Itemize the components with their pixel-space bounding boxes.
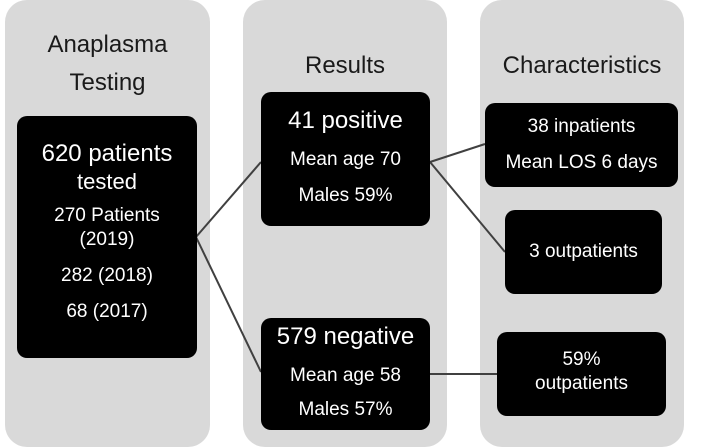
inpatients-count: 38 inpatients <box>527 116 636 137</box>
testing-column-title: Anaplasma Testing <box>5 26 210 102</box>
tested-2018: 282 (2018) <box>61 265 153 286</box>
negative-box: 579 negative Mean age 58 Males 57% <box>261 318 430 430</box>
negative-outpatients-label: outpatients <box>535 373 628 394</box>
inpatients-mean-los: Mean LOS 6 days <box>505 152 658 173</box>
testing-title-line2: Testing <box>69 69 146 96</box>
connector-positive-inpatients <box>429 143 486 163</box>
connector-positive-outpatients <box>429 161 506 253</box>
connector-tested-positive <box>195 161 262 238</box>
tested-label: tested <box>77 169 137 194</box>
connector-tested-negative <box>195 236 262 373</box>
results-column-title: Results <box>304 52 386 79</box>
positive-mean-age: Mean age 70 <box>290 149 401 170</box>
testing-title-line1: Anaplasma <box>47 31 168 58</box>
negative-count: 579 negative <box>276 323 415 350</box>
tested-2019-count: 270 Patients <box>54 205 160 226</box>
positive-outpatients-box: 3 outpatients <box>505 210 662 294</box>
negative-outpatients-box: 59% outpatients <box>497 332 666 416</box>
tested-2019-year: (2019) <box>79 229 135 250</box>
positive-outpatients-count: 3 outpatients <box>529 241 638 262</box>
positive-count: 41 positive <box>288 107 403 134</box>
tested-box: 620 patients tested 270 Patients (2019) … <box>17 116 197 358</box>
inpatients-box: 38 inpatients Mean LOS 6 days <box>485 103 678 187</box>
positive-males: Males 59% <box>298 185 393 206</box>
negative-outpatients-percent: 59% <box>562 349 601 370</box>
tested-count: 620 patients <box>41 140 173 167</box>
tested-2017: 68 (2017) <box>66 301 148 322</box>
characteristics-column-title: Characteristics <box>502 52 662 79</box>
positive-box: 41 positive Mean age 70 Males 59% <box>261 92 430 226</box>
negative-mean-age: Mean age 58 <box>290 365 401 386</box>
negative-males: Males 57% <box>298 399 393 420</box>
